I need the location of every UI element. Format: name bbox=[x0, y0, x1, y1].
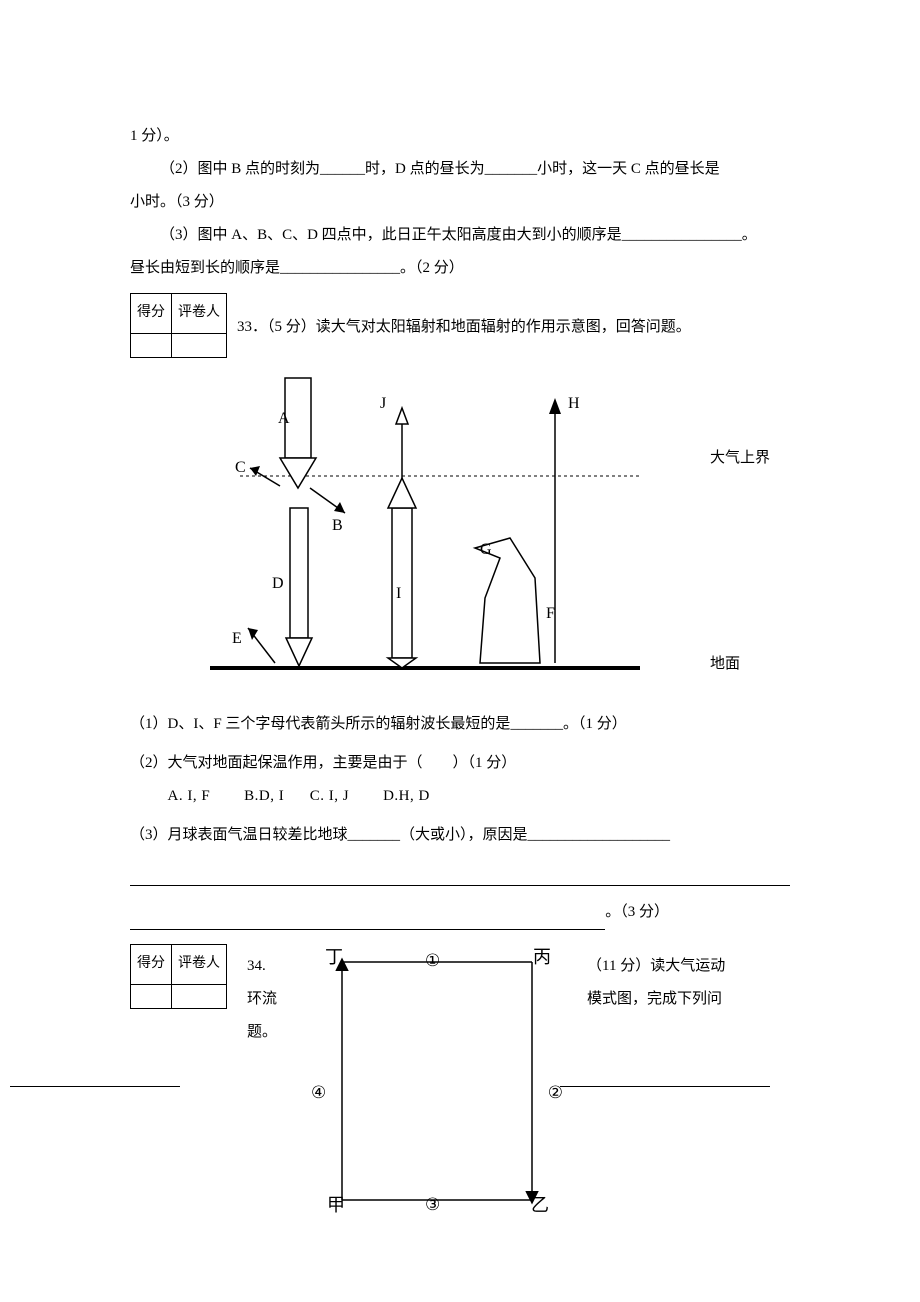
answer-line[interactable] bbox=[130, 862, 790, 886]
score-header-score: 得分 bbox=[131, 294, 172, 334]
label-A: A bbox=[278, 410, 290, 427]
label-yi: 乙 bbox=[531, 1186, 549, 1226]
blank[interactable]: ___________________ bbox=[528, 827, 671, 843]
top-line-1: 1 分）。 bbox=[130, 120, 790, 153]
blank[interactable]: ______ bbox=[320, 161, 365, 177]
q33-sub3-end: 。（3 分） bbox=[130, 896, 790, 930]
blank[interactable]: _______ bbox=[485, 161, 538, 177]
circulation-diagram: 丁 丙 甲 乙 ① ② ③ ④ bbox=[297, 944, 577, 1224]
question-2: （2）图中 B 点的时刻为______时，D 点的昼长为_______小时，这一… bbox=[130, 153, 790, 186]
blank[interactable]: _______ bbox=[510, 716, 563, 732]
label-jia: 甲 bbox=[327, 1186, 345, 1226]
label-c1: ① bbox=[425, 942, 440, 979]
label-J: J bbox=[380, 395, 386, 412]
blank[interactable]: ________________ bbox=[622, 227, 742, 243]
score-cell[interactable] bbox=[131, 333, 172, 357]
label-ground: 地面 bbox=[710, 648, 740, 681]
score-header-grader: 评卷人 bbox=[172, 944, 227, 984]
q33-title: 33．（5 分）读大气对太阳辐射和地面辐射的作用示意图，回答问题。 bbox=[130, 293, 790, 344]
question-2-cont: 小时。（3 分） bbox=[130, 186, 790, 219]
label-upper-atmosphere: 大气上界 bbox=[710, 442, 770, 475]
blank[interactable]: _______ bbox=[348, 827, 401, 843]
grader-cell[interactable] bbox=[172, 984, 227, 1008]
label-F: F bbox=[546, 605, 555, 622]
label-c4: ④ bbox=[311, 1074, 326, 1111]
label-ding: 丁 bbox=[325, 938, 343, 978]
score-cell[interactable] bbox=[131, 984, 172, 1008]
answer-line-partial[interactable] bbox=[130, 896, 605, 930]
question-3-line2: 昼长由短到长的顺序是________________。（2 分） bbox=[130, 252, 790, 285]
q33-options[interactable]: A. I, F B.D, I C. I, J D.H, D bbox=[130, 780, 790, 813]
label-I: I bbox=[396, 585, 401, 602]
q34-right-text: （11 分）读大气运动 模式图，完成下列问 bbox=[587, 944, 790, 1016]
label-H: H bbox=[568, 395, 580, 412]
q33-sub1: （1）D、I、F 三个字母代表箭头所示的辐射波长最短的是_______。（1 分… bbox=[130, 708, 790, 741]
score-table-33: 得分 评卷人 bbox=[130, 293, 227, 358]
score-table-34: 得分 评卷人 bbox=[130, 944, 227, 1009]
q33-sub2: （2）大气对地面起保温作用，主要是由于（ ）（1 分） bbox=[130, 747, 790, 780]
label-c3: ③ bbox=[425, 1186, 440, 1223]
baseline-right bbox=[560, 1086, 770, 1087]
label-c2: ② bbox=[548, 1074, 563, 1111]
baseline-left bbox=[10, 1086, 180, 1087]
radiation-diagram: A J H C B D I E G F 大气上界 地面 bbox=[210, 368, 690, 698]
question-3: （3）图中 A、B、C、D 四点中，此日正午太阳高度由大到小的顺序是______… bbox=[130, 219, 790, 252]
label-E: E bbox=[232, 630, 242, 647]
q34-mid-text: 34. 环流 题。 bbox=[247, 944, 287, 1049]
label-B: B bbox=[332, 517, 343, 534]
score-header-score: 得分 bbox=[131, 944, 172, 984]
grader-cell[interactable] bbox=[172, 333, 227, 357]
q33-sub3: （3）月球表面气温日较差比地球_______（大或小），原因是_________… bbox=[130, 819, 790, 852]
label-bing: 丙 bbox=[533, 938, 551, 978]
label-C: C bbox=[235, 459, 246, 476]
score-header-grader: 评卷人 bbox=[172, 294, 227, 334]
label-G: G bbox=[480, 541, 492, 558]
label-D: D bbox=[272, 575, 284, 592]
blank[interactable]: ________________ bbox=[280, 260, 400, 276]
